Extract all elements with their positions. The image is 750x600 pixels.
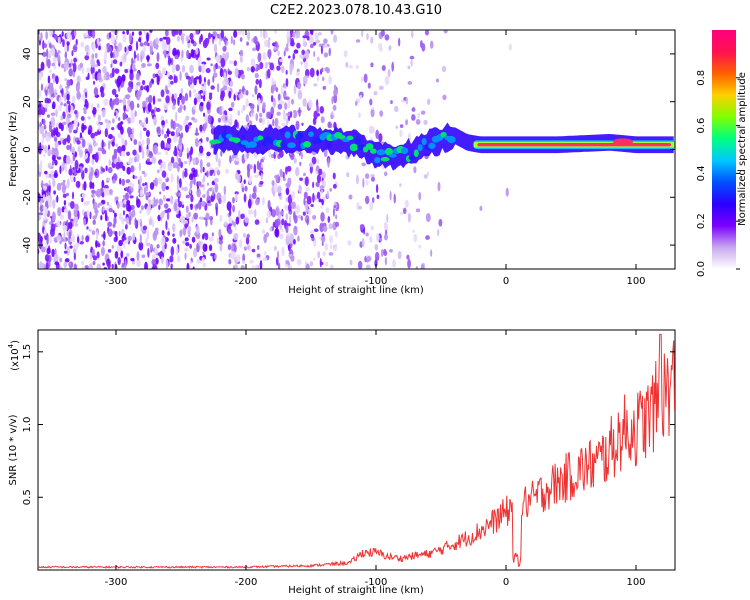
y-tick-label: 1.5 <box>22 344 33 360</box>
colorbar-tick-label: 0.0 <box>696 261 707 277</box>
y-tick-label: -40 <box>22 237 33 253</box>
spectrogram-x-ticks: -300 -200 -100 0 100 <box>105 30 646 287</box>
spectrogram-noise <box>38 30 675 269</box>
snr-x-label: Height of straight line (km) <box>288 585 424 596</box>
y-tick-label: -20 <box>22 189 33 205</box>
snr-x-ticks: -300 -200 -100 0 100 <box>105 330 646 588</box>
snr-multiplier: (x104) <box>7 340 21 371</box>
colorbar-bar <box>712 30 736 269</box>
snr-y-ticks: 0.5 1.0 1.5 <box>22 344 675 505</box>
snr-panel: -300 -200 -100 0 100 0.5 1.0 1.5 Height of str… <box>7 329 676 596</box>
colorbar-tick-label: 0.8 <box>696 70 707 86</box>
x-tick-label: 0 <box>503 276 509 287</box>
spectrogram-image <box>38 30 675 269</box>
y-tick-label: 0.5 <box>22 489 33 505</box>
x-tick-label: -300 <box>105 276 128 287</box>
snr-frame <box>37 329 676 571</box>
colorbar: 0.0 0.2 0.4 0.6 0.8 Normalized spectral ampl… <box>696 30 748 277</box>
snr-multiplier-close: ) <box>10 340 21 344</box>
x-tick-label: 100 <box>626 276 645 287</box>
colorbar-tick-label: 0.4 <box>696 165 707 181</box>
y-tick-label: 20 <box>22 95 33 108</box>
colorbar-tick-label: 0.2 <box>696 213 707 229</box>
snr-multiplier-exp: 4 <box>7 343 15 348</box>
snr-y-label: SNR (10 * v/v) <box>8 414 19 485</box>
x-tick-label: 100 <box>626 577 645 588</box>
y-tick-label: 1.0 <box>22 417 33 433</box>
x-tick-label: -200 <box>235 577 258 588</box>
x-tick-label: -100 <box>365 276 388 287</box>
y-tick-label: 40 <box>22 48 33 61</box>
colorbar-tick-label: 0.6 <box>696 118 707 134</box>
spectrogram-y-ticks: -40 -20 0 20 40 <box>22 48 675 253</box>
snr-multiplier-base: (x10 <box>10 348 21 371</box>
snr-line <box>37 333 675 569</box>
colorbar-ticks: 0.0 0.2 0.4 0.6 0.8 <box>696 70 740 277</box>
x-tick-label: -100 <box>365 577 388 588</box>
figure-title: C2E2.2023.078.10.43.G10 <box>270 3 442 18</box>
colorbar-label: Normalized spectral amplitude <box>737 72 748 226</box>
x-tick-label: -200 <box>235 276 258 287</box>
y-tick-label: 0 <box>22 146 33 152</box>
spectrogram-x-label: Height of straight line (km) <box>288 285 424 296</box>
x-tick-label: 0 <box>503 577 509 588</box>
spectrogram-y-label: Frequency (Hz) <box>8 111 19 187</box>
spectrogram-signal <box>209 122 675 171</box>
x-tick-label: -300 <box>105 577 128 588</box>
